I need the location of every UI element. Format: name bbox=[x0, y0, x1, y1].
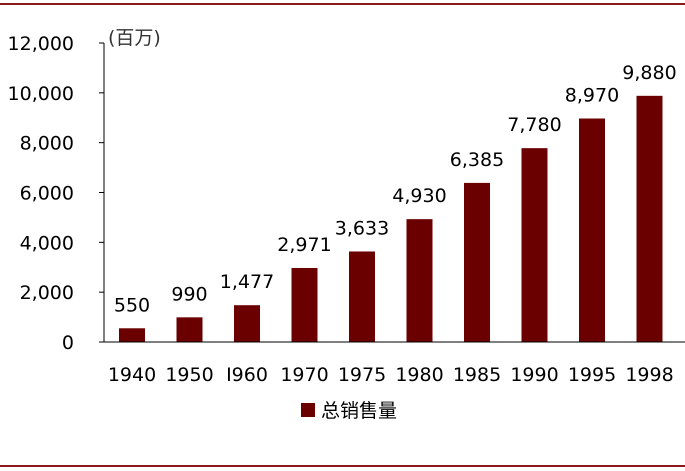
bar-value-label: 6,385 bbox=[450, 149, 504, 171]
y-tick-label: 4,000 bbox=[20, 232, 74, 254]
bar-value-label: 2,971 bbox=[277, 234, 331, 256]
bar-value-label: 3,633 bbox=[335, 217, 389, 239]
bar bbox=[521, 148, 548, 342]
bar-value-label: 1,477 bbox=[220, 271, 274, 293]
legend-label: 总销售量 bbox=[321, 400, 397, 422]
bar bbox=[464, 182, 490, 342]
bar bbox=[234, 305, 260, 342]
x-category-label: 1998 bbox=[625, 364, 673, 386]
x-category-label: 1990 bbox=[510, 364, 558, 386]
x-category-label: 1980 bbox=[395, 364, 443, 386]
y-tick-label: 2,000 bbox=[20, 282, 74, 304]
bar-value-label: 550 bbox=[114, 294, 150, 316]
x-category-label: 1970 bbox=[280, 364, 328, 386]
x-category-label: 1950 bbox=[165, 364, 213, 386]
bar-value-label: 4,930 bbox=[392, 185, 446, 207]
bar-value-label: 8,970 bbox=[565, 84, 619, 106]
legend-swatch bbox=[301, 403, 315, 417]
bar bbox=[406, 219, 433, 342]
legend: 总销售量 bbox=[301, 400, 397, 422]
bar-value-label: 990 bbox=[171, 283, 207, 305]
y-tick-label: 0 bbox=[62, 332, 74, 354]
y-tick-label: 8,000 bbox=[20, 133, 74, 155]
x-category-label: 1985 bbox=[453, 364, 501, 386]
y-tick-label: 12,000 bbox=[8, 33, 74, 55]
bar bbox=[349, 251, 375, 342]
x-category-label: 1940 bbox=[108, 364, 156, 386]
x-axis: 1940 1950 I960 1970 1975 1980 1985 1990 1995 1998 bbox=[104, 341, 685, 386]
bar-value-label: 9,880 bbox=[622, 62, 676, 84]
bar bbox=[176, 317, 203, 342]
y-axis: 0 2,000 4,000 6,000 8,000 10,000 12,000 bbox=[8, 33, 105, 354]
bar bbox=[636, 95, 663, 342]
y-tick-label: 10,000 bbox=[8, 83, 74, 105]
y-tick-label: 6,000 bbox=[20, 183, 74, 205]
bars bbox=[119, 95, 663, 342]
x-category-label: I960 bbox=[226, 364, 268, 386]
bar bbox=[291, 267, 318, 342]
unit-label: (百万) bbox=[108, 27, 161, 49]
bar-value-label: 7,780 bbox=[507, 114, 561, 136]
x-category-label: 1995 bbox=[568, 364, 616, 386]
data-labels: 550 990 1,4772,9713,6334,9306,3857,7808,97… bbox=[114, 62, 677, 316]
x-category-label: 1975 bbox=[338, 364, 386, 386]
bar bbox=[119, 328, 145, 342]
bar bbox=[579, 118, 605, 342]
